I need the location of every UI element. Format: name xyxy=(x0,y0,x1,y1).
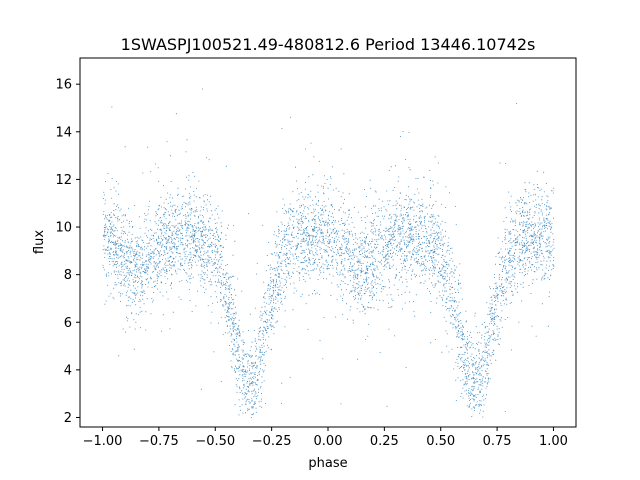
y-tick-label: 4 xyxy=(64,363,72,378)
y-tick-label: 10 xyxy=(55,221,72,236)
y-axis-label: flux xyxy=(32,230,47,254)
y-tick-label: 6 xyxy=(64,316,72,331)
chart-title: 1SWASPJ100521.49-480812.6 Period 13446.1… xyxy=(121,35,536,54)
x-tick-label: −1.00 xyxy=(83,434,123,449)
y-tick-label: 2 xyxy=(64,411,72,426)
x-axis: −1.00 −0.75 −0.50 −0.25 0.00 0.25 0.50 0.75 1.00 xyxy=(83,427,568,449)
x-tick-label: −0.25 xyxy=(252,434,292,449)
y-tick-label: 16 xyxy=(55,78,72,93)
x-tick-label: 0.25 xyxy=(370,434,399,449)
x-tick-label: −0.50 xyxy=(195,434,235,449)
x-tick-label: −0.75 xyxy=(139,434,179,449)
y-tick-label: 8 xyxy=(64,268,72,283)
y-tick-label: 12 xyxy=(55,173,72,188)
x-tick-label: 0.00 xyxy=(314,434,343,449)
x-tick-label: 0.75 xyxy=(483,434,512,449)
x-tick-label: 0.50 xyxy=(426,434,455,449)
x-tick-label: 1.00 xyxy=(539,434,568,449)
y-axis: 2 4 6 8 10 12 14 16 xyxy=(55,78,80,426)
y-tick-label: 14 xyxy=(55,125,72,140)
x-axis-label: phase xyxy=(308,456,347,471)
